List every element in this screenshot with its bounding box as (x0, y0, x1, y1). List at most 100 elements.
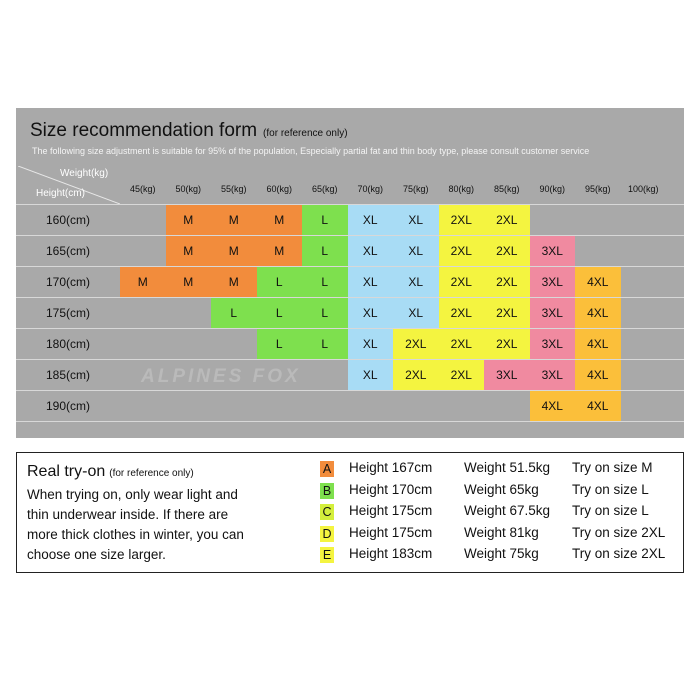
size-cell: 3XL (529, 267, 575, 297)
size-cell: 2XL (438, 298, 484, 328)
weight-label: 55(kg) (220, 184, 247, 194)
weight-label: 100(kg) (627, 184, 659, 194)
entry-size: Try on size 2XL (572, 524, 666, 540)
size-cell: M (211, 267, 257, 297)
weight-label: 70(kg) (357, 184, 383, 194)
entry-height: Height 170cm (349, 481, 433, 497)
size-cell: M (211, 205, 257, 235)
weight-label: 85(kg) (493, 184, 520, 194)
size-cell: M (165, 267, 211, 297)
size-cell: M (211, 236, 257, 266)
watermark: ALPINES FOX (141, 366, 301, 387)
entry-height: Height 167cm (349, 460, 433, 475)
size-cell: XL (347, 360, 393, 390)
corner-diagonal (18, 166, 120, 204)
tryon-text: more thick clothes in winter, you can (27, 527, 244, 542)
size-cell: 2XL (393, 360, 439, 390)
row-line (16, 421, 684, 422)
size-cell: XL (347, 236, 393, 266)
size-cell: 3XL (484, 360, 530, 390)
size-cell: M (120, 267, 166, 297)
size-cell: M (165, 205, 211, 235)
letter-badge: A (320, 461, 334, 477)
size-cell: M (256, 236, 302, 266)
size-cell: 4XL (575, 391, 621, 421)
subtitle: The following size adjustment is suitabl… (32, 146, 590, 156)
title-block: Size recommendation form (for reference o… (30, 120, 348, 142)
entry-height: Height 183cm (349, 546, 433, 561)
size-cell: L (302, 298, 348, 328)
size-cell: XL (347, 205, 393, 235)
size-cell: 2XL (438, 360, 484, 390)
size-cell: L (256, 298, 302, 328)
entry-size: Try on size M (572, 460, 653, 475)
height-label: 165(cm) (45, 244, 90, 258)
size-cell: 2XL (438, 267, 484, 297)
size-cell: 3XL (529, 236, 575, 266)
row-line (16, 328, 684, 329)
size-cell: L (302, 205, 348, 235)
letter-badge: D (320, 525, 334, 542)
weight-label: 80(kg) (448, 184, 474, 194)
row-line (16, 235, 684, 236)
letter-badge: E (320, 547, 334, 563)
weight-label: 60(kg) (266, 184, 292, 194)
row-line (16, 266, 684, 267)
height-label: 175(cm) (45, 306, 90, 320)
size-cell: 2XL (484, 298, 530, 328)
size-cell: 3XL (529, 360, 575, 390)
size-cell: 2XL (438, 205, 484, 235)
corner-bottom: Height(cm) (36, 188, 85, 199)
corner-top: Weight(kg) (60, 168, 109, 179)
entry-weight: Weight 75kg (464, 546, 539, 561)
size-cell: M (165, 236, 211, 266)
entry-size: Try on size 2XL (572, 546, 666, 561)
letter-badge: B (320, 482, 334, 499)
size-cell: 4XL (575, 360, 621, 390)
size-cell: XL (347, 329, 393, 359)
size-cell: XL (347, 298, 393, 328)
size-cell: XL (393, 205, 439, 235)
row-line (16, 297, 684, 298)
tryon-text: choose one size larger. (27, 547, 166, 562)
entry-weight: Weight 67.5kg (464, 503, 551, 518)
row-line (16, 390, 684, 391)
size-cell: 4XL (575, 298, 621, 328)
size-grid: 45(kg) 50(kg) 55(kg) 60(kg) 65(kg) 70(kg) 75(k… (16, 108, 684, 438)
size-cell: XL (393, 267, 439, 297)
size-cell: 3XL (529, 298, 575, 328)
size-cell: L (211, 298, 257, 328)
row-line (16, 359, 684, 360)
weight-label: 75(kg) (402, 184, 429, 194)
weight-label: 90(kg) (539, 184, 565, 194)
size-cell: XL (347, 267, 393, 297)
entry-height: Height 175cm (349, 503, 433, 518)
entry-height: Height 175cm (349, 524, 433, 540)
letter-badge: C (320, 504, 334, 520)
tryon-text: When trying on, only wear light and (27, 487, 238, 502)
tryon-box: Real try-on (for reference only) When try… (16, 452, 684, 573)
size-cell: L (302, 236, 348, 266)
tryon-title-block: Real try-on (for reference only) (27, 463, 194, 481)
height-label: 170(cm) (45, 275, 90, 289)
tryon-text: thin underwear inside. If there are (27, 507, 229, 522)
size-cell: 2XL (438, 236, 484, 266)
row-line (16, 204, 684, 205)
size-cell: L (256, 329, 302, 359)
title-note: (for reference only) (263, 128, 348, 139)
size-cell: 2XL (484, 236, 530, 266)
entry-weight: Weight 81kg (464, 524, 539, 540)
size-cell: 2XL (484, 329, 530, 359)
size-cell: XL (393, 298, 439, 328)
size-cell: 4XL (529, 391, 575, 421)
size-cell: 2XL (393, 329, 439, 359)
weight-label: 45(kg) (129, 184, 156, 194)
size-cell: 2XL (484, 267, 530, 297)
entry-size: Try on size L (572, 481, 649, 497)
weight-label: 65(kg) (311, 184, 338, 194)
title: Size recommendation form (30, 120, 258, 141)
size-cell: M (256, 205, 302, 235)
height-label: 180(cm) (45, 337, 90, 351)
tryon-title: Real try-on (27, 463, 106, 480)
